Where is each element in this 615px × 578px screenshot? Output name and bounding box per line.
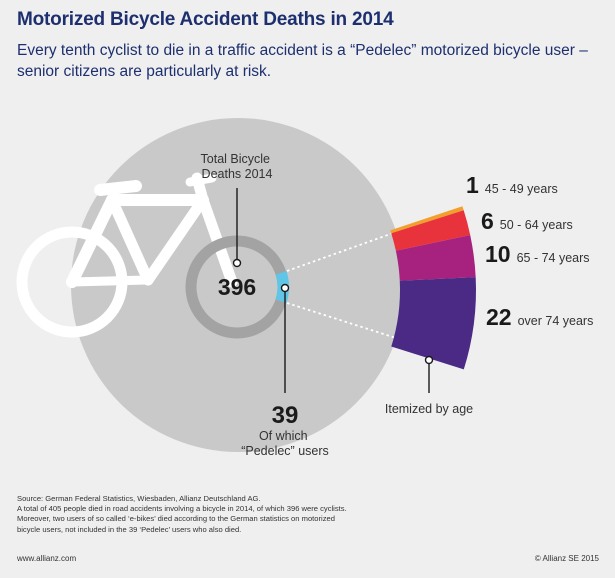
pedelec-callout-dot: [280, 283, 290, 293]
age-group-label: 1 45 - 49 years: [466, 172, 558, 198]
age-group-label: 10 65 - 74 years: [485, 241, 590, 267]
website-link[interactable]: www.allianz.com: [17, 554, 77, 563]
age-group-value: 22: [486, 304, 512, 330]
age-group-label: 22 over 74 years: [486, 304, 593, 330]
source-line: Source: German Federal Statistics, Wiesb…: [17, 494, 261, 503]
age-slice: [391, 277, 476, 370]
source-line: Moreover, two users of so called ‘e-bike…: [17, 514, 335, 524]
age-group-range: 65 - 74 years: [517, 251, 590, 265]
connector-bottom: [286, 302, 397, 339]
chart-title: Motorized Bicycle Accident Deaths in 201…: [17, 9, 394, 30]
age-group-range: 45 - 49 years: [485, 182, 558, 196]
source-footnote: Source: German Federal Statistics, Wiesb…: [17, 494, 537, 535]
age-group-range: 50 - 64 years: [500, 218, 573, 232]
age-slices: [390, 206, 476, 370]
source-line: bicycle users, not included in the 39 ‘P…: [17, 524, 242, 534]
chart-subtitle: Every tenth cyclist to die in a traffic …: [17, 42, 588, 80]
bicycle-icon: [16, 172, 238, 338]
source-line: A total of 405 people died in road accid…: [17, 504, 347, 514]
total-label: Total Bicycle Deaths 2014: [201, 152, 274, 181]
copyright: © Allianz SE 2015: [534, 554, 599, 563]
age-labels: 1 45 - 49 years 6 50 - 64 years 10 65 - 74 ye…: [466, 172, 593, 330]
total-value: 396: [218, 274, 256, 300]
age-group-label: 6 50 - 64 years: [481, 208, 573, 234]
chart-graphic: 396 Total Bicycle Deaths 2014 39 Of whic…: [16, 118, 593, 458]
pedelec-label: Of which “Pedelec” users: [241, 429, 329, 458]
age-group-value: 1: [466, 172, 479, 198]
age-slice: [390, 206, 464, 234]
itemized-callout-dot: [424, 355, 434, 365]
age-group-range: over 74 years: [518, 314, 594, 328]
age-group-value: 6: [481, 208, 494, 234]
age-slice: [395, 234, 476, 281]
age-slice: [391, 210, 471, 251]
itemized-label: Itemized by age: [385, 402, 473, 416]
total-callout-dot: [232, 258, 242, 268]
age-group-value: 10: [485, 241, 511, 267]
pedelec-value: 39: [272, 402, 299, 429]
